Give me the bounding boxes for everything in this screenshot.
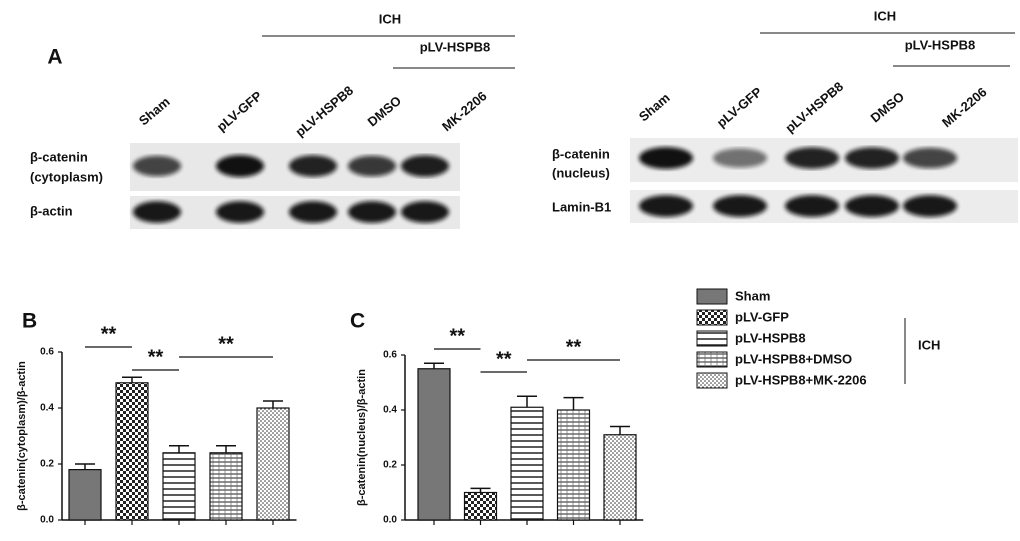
y-tick-label: 0.4 [383,405,397,416]
legend-label: pLV-GFP [735,309,789,324]
y-tick-label: 0.0 [40,515,54,526]
significance-label: ** [496,348,512,370]
band [401,201,449,223]
panel-label: A [47,46,62,69]
y-axis-title: β-catenin(cytoplasm)/β-actin [16,361,28,511]
subgroup-label: pLV-HSPB8 [905,37,976,52]
legend-swatch [696,372,728,389]
lane-label: MK-2206 [939,84,990,130]
y-tick-label: 0.6 [383,350,397,361]
lane-label: Sham [136,94,173,128]
group-label: ICH [874,8,896,23]
y-tick-label: 0.2 [383,460,397,471]
legend-label: pLV-HSPB8 [735,330,806,345]
band [785,147,839,169]
band [289,201,337,223]
bar [463,491,498,521]
subgroup-label: pLV-HSPB8 [420,39,491,54]
band [903,195,957,217]
band [845,147,899,169]
band [133,155,181,177]
band [713,148,767,168]
band [348,155,396,177]
legend-group: ICH [918,337,940,352]
legend-label: pLV-HSPB8+MK-2206 [735,372,867,387]
row-label: Lamin-B1 [552,199,611,214]
panel-label: B [22,310,37,333]
panel-label: C [350,310,365,333]
legend-swatch [696,330,728,347]
row-label: β-catenin [552,146,610,161]
band [639,195,693,217]
y-tick-label: 0.2 [40,459,54,470]
significance-label: ** [148,346,164,368]
row-label: (nucleus) [552,165,610,180]
legend-swatch [696,351,728,368]
band [713,195,767,217]
row-label: β-actin [30,203,73,218]
bar [603,434,637,521]
band [216,201,264,223]
y-tick-label: 0.6 [40,347,54,358]
legend-label: Sham [735,288,770,303]
row-label: (cytoplasm) [30,169,103,184]
band [216,155,264,177]
lane-label: pLV-HSPB8 [292,83,356,140]
legend-swatch [696,288,728,305]
lane-label: Sham [636,90,673,124]
lane-label: pLV-GFP [214,88,265,134]
significance-label: ** [449,325,465,347]
band [639,147,693,169]
legend-label: pLV-HSPB8+DMSO [735,351,852,366]
bar [68,469,102,521]
lane-label: DMSO [868,89,908,126]
bar [209,452,243,521]
legend-swatch [696,309,728,326]
significance-label: ** [218,333,234,355]
bar [510,406,544,521]
band [785,195,839,217]
lane-label: pLV-GFP [714,84,765,130]
bar [115,382,149,521]
band [903,147,957,169]
bar [256,407,290,521]
band [289,155,337,177]
group-label: ICH [379,11,401,26]
lane-label: DMSO [365,93,405,130]
row-label: β-catenin [30,149,88,164]
bar [417,368,451,521]
bar [556,409,591,521]
significance-label: ** [101,323,117,345]
lane-label: pLV-HSPB8 [782,79,846,136]
lane-label: MK-2206 [439,88,490,134]
band [845,195,899,217]
band [133,201,181,223]
y-tick-label: 0.4 [40,403,54,414]
band [401,155,449,177]
band [348,201,396,223]
significance-label: ** [566,336,582,358]
bar [162,452,196,521]
y-axis-title: β-catenin(nucleus)/β-actin [356,369,368,506]
y-tick-label: 0.0 [383,515,397,526]
